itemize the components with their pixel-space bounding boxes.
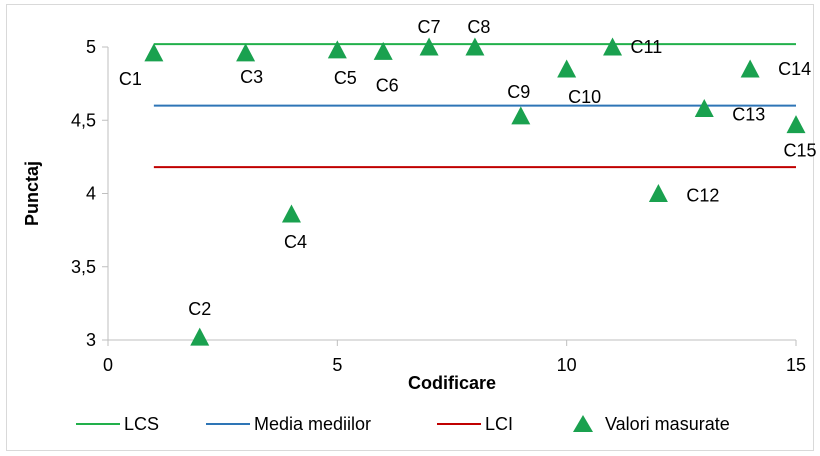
point-label-c7: C7 <box>418 17 441 37</box>
data-point-c4 <box>281 204 301 223</box>
data-point-c6 <box>373 41 393 60</box>
y-tick-label: 3,5 <box>71 257 96 277</box>
legend-valori-masurate-label: Valori masurate <box>605 414 730 434</box>
data-point-c11 <box>603 37 623 56</box>
y-tick-label: 3 <box>86 330 96 350</box>
data-point-c10 <box>557 59 577 78</box>
y-tick-label: 4,5 <box>71 110 96 130</box>
legend-lci-label: LCI <box>485 414 513 434</box>
point-label-c13: C13 <box>732 105 765 125</box>
point-label-c11: C11 <box>631 37 663 57</box>
data-point-c3 <box>236 43 256 62</box>
data-point-c5 <box>327 40 347 59</box>
data-point-c8 <box>465 37 485 56</box>
point-label-c14: C14 <box>778 59 811 79</box>
point-label-c8: C8 <box>467 17 490 37</box>
point-label-c9: C9 <box>507 82 530 102</box>
point-label-c4: C4 <box>284 232 307 252</box>
point-label-c1: C1 <box>119 69 142 89</box>
point-label-c2: C2 <box>188 299 211 319</box>
y-tick-label: 5 <box>86 37 96 57</box>
x-tick-label: 15 <box>786 355 806 375</box>
data-point-c1 <box>144 43 164 62</box>
legend-lcs-label: LCS <box>124 414 159 434</box>
point-label-c15: C15 <box>783 141 816 161</box>
data-point-c12 <box>648 184 668 202</box>
x-axis-title: Codificare <box>408 373 496 393</box>
point-label-c3: C3 <box>240 67 263 87</box>
data-point-c14 <box>740 59 760 78</box>
y-axis-title: Punctaj <box>22 161 42 226</box>
data-point-c9 <box>511 106 531 125</box>
data-point-c7 <box>419 37 439 56</box>
legend-media-mediilor-label: Media mediilor <box>254 414 371 434</box>
x-tick-label: 0 <box>103 355 113 375</box>
data-point-c13 <box>694 99 714 118</box>
point-label-c10: C10 <box>568 87 601 107</box>
x-tick-label: 10 <box>557 355 577 375</box>
point-label-c5: C5 <box>334 68 357 88</box>
data-point-c2 <box>190 327 210 346</box>
y-tick-label: 4 <box>86 184 96 204</box>
chart-frame <box>6 4 814 451</box>
data-point-c15 <box>786 115 806 134</box>
legend-valori-masurate-swatch <box>573 415 593 432</box>
point-label-c6: C6 <box>376 75 399 95</box>
x-tick-label: 5 <box>332 355 342 375</box>
point-label-c12: C12 <box>686 186 719 206</box>
